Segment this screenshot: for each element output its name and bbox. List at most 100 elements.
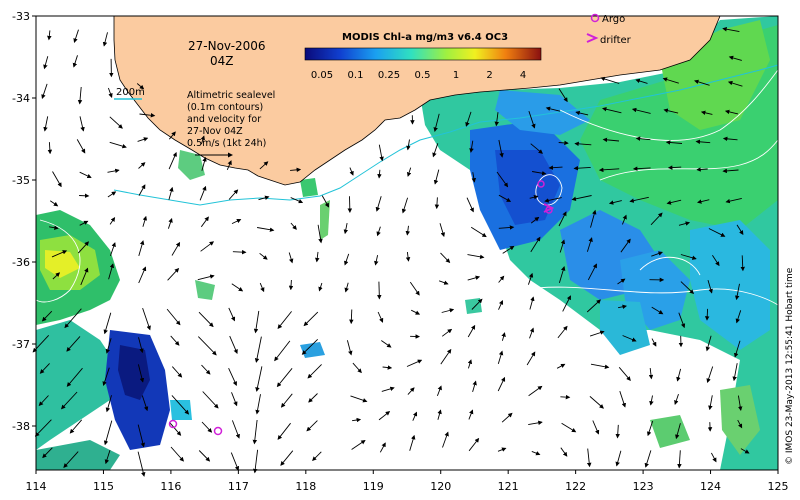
velocity-arrow xyxy=(199,185,207,201)
velocity-arrow xyxy=(667,165,682,170)
velocity-arrow xyxy=(678,221,691,226)
velocity-arrow xyxy=(440,252,451,264)
velocity-arrow xyxy=(277,422,291,440)
velocity-arrow xyxy=(472,380,477,393)
velocity-arrow xyxy=(49,225,59,230)
velocity-arrow xyxy=(377,311,384,323)
velocity-arrow xyxy=(168,186,174,201)
credit-text: © IMOS 23-May-2013 12:55:41 Hobart time xyxy=(785,267,795,465)
velocity-arrow xyxy=(501,332,506,341)
velocity-arrow xyxy=(732,363,738,382)
velocity-arrow xyxy=(621,214,627,225)
velocity-arrow xyxy=(307,364,322,379)
colorbar-title: MODIS Chl-a mg/m3 v6.4 OC3 xyxy=(342,32,508,43)
lon-tick-label: 119 xyxy=(363,480,384,493)
velocity-arrow xyxy=(737,419,743,429)
velocity-arrow xyxy=(571,195,592,202)
velocity-arrow xyxy=(378,144,384,162)
velocity-arrow xyxy=(109,217,116,225)
argo-float-marker xyxy=(213,426,223,436)
isobath-legend-label: 200m xyxy=(116,87,145,98)
velocity-arrow xyxy=(677,450,682,469)
velocity-arrow xyxy=(72,55,78,68)
lon-tick-label: 125 xyxy=(768,480,789,493)
lon-tick-label: 116 xyxy=(160,480,181,493)
velocity-arrow xyxy=(66,336,81,352)
velocity-arrow xyxy=(725,197,742,204)
velocity-arrow xyxy=(632,166,651,171)
velocity-arrow xyxy=(231,219,242,225)
velocity-arrow xyxy=(680,254,697,260)
velocity-arrow xyxy=(382,365,393,370)
colorbar xyxy=(304,47,542,61)
velocity-arrow xyxy=(376,226,381,237)
velocity-arrow xyxy=(737,395,743,411)
velocity-arrow xyxy=(471,298,483,310)
velocity-arrow xyxy=(290,197,304,204)
velocity-arrow xyxy=(276,368,293,388)
velocity-arrow xyxy=(411,309,421,315)
velocity-arrow xyxy=(697,199,710,204)
velocity-arrow xyxy=(675,423,681,440)
velocity-arrow xyxy=(138,162,146,169)
velocity-arrow xyxy=(497,447,507,452)
lat-tick-label: -34 xyxy=(12,92,30,105)
velocity-arrow xyxy=(561,422,577,433)
velocity-arrow xyxy=(662,77,679,84)
argo-float-marker xyxy=(537,180,545,188)
colorbar-tick-label: 0.25 xyxy=(378,70,400,81)
velocity-arrow xyxy=(138,266,147,284)
velocity-arrow xyxy=(740,255,745,272)
velocity-arrow xyxy=(439,223,446,238)
lat-tick-label: -36 xyxy=(12,256,30,269)
velocity-arrow xyxy=(467,324,476,338)
velocity-arrow xyxy=(530,236,541,253)
velocity-arrow xyxy=(631,107,651,114)
velocity-arrow xyxy=(197,274,215,281)
velocity-arrow xyxy=(166,308,181,326)
velocity-arrow xyxy=(136,83,145,90)
velocity-arrow xyxy=(168,131,176,140)
velocity-arrow xyxy=(79,220,89,226)
velocity-arrow xyxy=(349,309,354,325)
velocity-arrow xyxy=(695,139,711,145)
velocity-arrow xyxy=(498,225,515,230)
velocity-arrow xyxy=(496,171,509,188)
velocity-arrow xyxy=(560,394,571,400)
lon-tick-label: 124 xyxy=(700,480,721,493)
velocity-arrow xyxy=(105,338,112,354)
velocity-arrow xyxy=(528,110,536,129)
velocity-arrow xyxy=(406,359,423,367)
velocity-arrow xyxy=(77,86,83,105)
velocity-arrow xyxy=(41,310,53,322)
velocity-arrow xyxy=(635,78,648,84)
velocity-arrow xyxy=(589,330,605,337)
altimetry-legend-line: 27-Nov 04Z xyxy=(187,126,243,137)
velocity-arrow xyxy=(736,224,744,236)
plot-frame xyxy=(35,15,779,471)
altimetry-legend: Altimetric sealevel (0.1m contours) and … xyxy=(187,90,275,158)
velocity-arrow xyxy=(378,411,391,421)
velocity-arrow xyxy=(200,216,209,228)
velocity-arrow xyxy=(440,348,452,365)
lon-tick-label: 114 xyxy=(26,480,47,493)
velocity-arrow xyxy=(170,446,184,462)
velocity-arrow xyxy=(708,395,713,411)
drifter-legend-label: drifter xyxy=(600,35,632,46)
velocity-arrow xyxy=(230,452,240,471)
velocity-arrow xyxy=(381,340,392,348)
velocity-arrow xyxy=(201,364,211,375)
lat-tick-label: -35 xyxy=(12,174,30,187)
lat-tick-label: -37 xyxy=(12,338,30,351)
velocity-arrow xyxy=(381,386,395,392)
velocity-arrow xyxy=(167,217,173,229)
velocity-arrow xyxy=(498,139,504,158)
velocity-arrow xyxy=(545,106,561,112)
drifter-marker xyxy=(543,203,555,213)
velocity-arrow xyxy=(528,385,543,397)
velocity-arrow xyxy=(724,109,739,115)
velocity-arrow xyxy=(663,108,679,114)
velocity-arrow xyxy=(433,113,440,132)
velocity-arrow xyxy=(171,395,190,415)
velocity-arrow xyxy=(574,141,592,147)
